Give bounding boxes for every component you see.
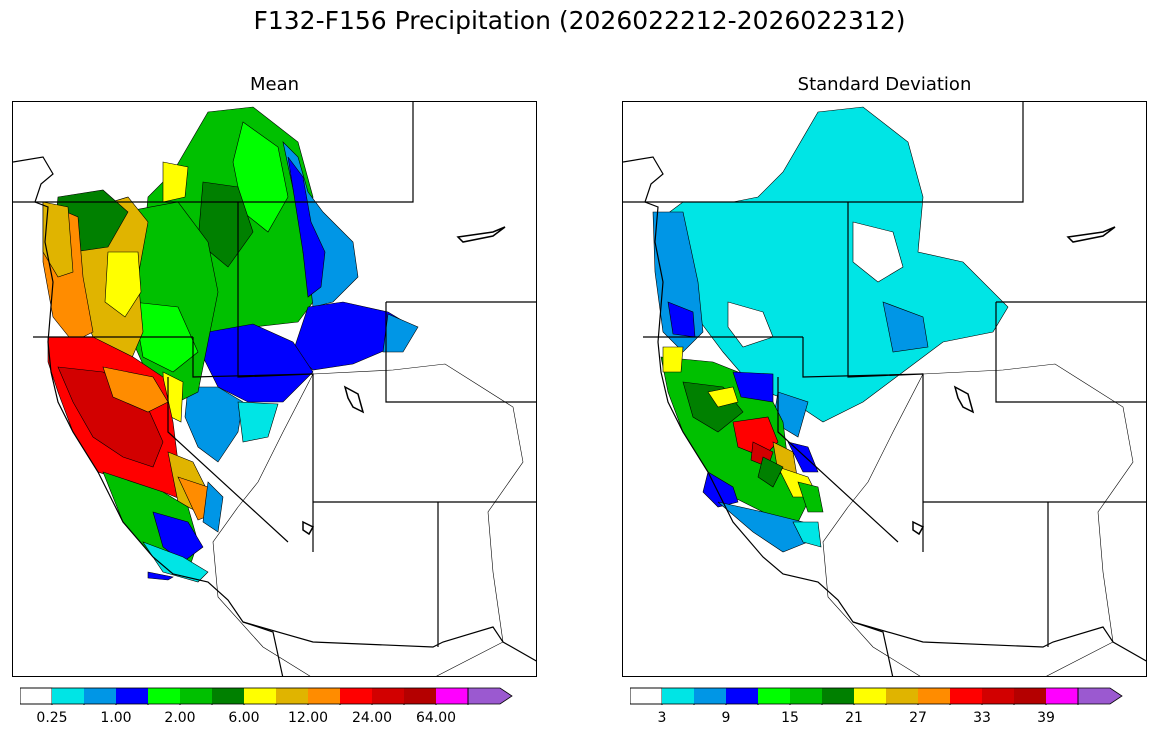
pacific-coastline: [13, 156, 284, 676]
mean-map: [12, 101, 537, 677]
colorbar-segment: [1014, 688, 1046, 704]
colorbar-segment: [726, 688, 758, 704]
colorbar-segment: [212, 688, 244, 704]
colorbar-segment: [982, 688, 1014, 704]
colorbar-segment: [84, 688, 116, 704]
colorbar-tick-label: 24.00: [351, 710, 393, 726]
colorbar-segment: [758, 688, 790, 704]
colorbar-tick-label: 3: [657, 710, 667, 726]
figure-title: F132-F156 Precipitation (2026022212-2026…: [253, 6, 906, 35]
colorbar-segment: [116, 688, 148, 704]
stddev-colorbar: [630, 687, 1123, 705]
southwest-basins: [212, 363, 524, 676]
snake-basin-blue: [202, 323, 314, 403]
colorbar-extend-arrow: [1077, 687, 1123, 705]
colorbar-tick-label: 64.00: [415, 710, 457, 726]
mexico-border: [242, 621, 536, 662]
colorbar-tick-label: 27: [909, 710, 927, 726]
colorbar-tick-label: 33: [973, 710, 991, 726]
colorbar-segment: [276, 688, 308, 704]
colorbar-tick-label: 12.00: [287, 710, 329, 726]
colorbar-segment: [822, 688, 854, 704]
lake-winnipeg: [456, 226, 506, 243]
colorbar-extend-arrow: [467, 687, 513, 705]
colorbar-segment: [694, 688, 726, 704]
colorbar-tick-label: 1.00: [100, 710, 132, 726]
colorbar-segment: [1046, 688, 1078, 704]
colorbar-segment: [854, 688, 886, 704]
salton-sea: [302, 520, 315, 536]
stddev-map: [622, 101, 1147, 677]
mean-colorbar: [20, 687, 513, 705]
mean-map-canvas: [13, 102, 536, 676]
colorbar-segment: [148, 688, 180, 704]
colorbar-segment: [244, 688, 276, 704]
colorbar-segment: [372, 688, 404, 704]
colorbar-segment: [20, 687, 53, 705]
stddev-map-canvas: [623, 102, 1146, 676]
colorbar-segment: [436, 688, 468, 704]
colorbar-segment: [308, 688, 340, 704]
colorbar-segment: [630, 687, 663, 705]
colorbar-tick-label: 21: [845, 710, 863, 726]
colorbar-tick-label: 9: [721, 710, 731, 726]
colorbar-tick-label: 2.00: [164, 710, 196, 726]
colorbar-segment: [950, 688, 982, 704]
stddev-panel-title: Standard Deviation: [797, 74, 972, 95]
colorbar-segment: [180, 688, 212, 704]
colorbar-segment: [340, 688, 372, 704]
colorbar-tick-label: 39: [1037, 710, 1055, 726]
colorbar-tick-label: 0.25: [36, 710, 68, 726]
mean-panel-title: Mean: [249, 74, 300, 95]
colorbar-segment: [52, 688, 84, 704]
colorbar-tick-label: 6.00: [228, 710, 260, 726]
colorbar-segment: [790, 688, 822, 704]
colorbar-segment: [886, 688, 918, 704]
great-salt-lake: [343, 385, 365, 414]
colorbar-tick-label: 15: [781, 710, 799, 726]
colorbar-segment: [918, 688, 950, 704]
colorbar-segment: [662, 688, 694, 704]
colorbar-segment: [404, 688, 436, 704]
canada-border: [13, 102, 414, 203]
